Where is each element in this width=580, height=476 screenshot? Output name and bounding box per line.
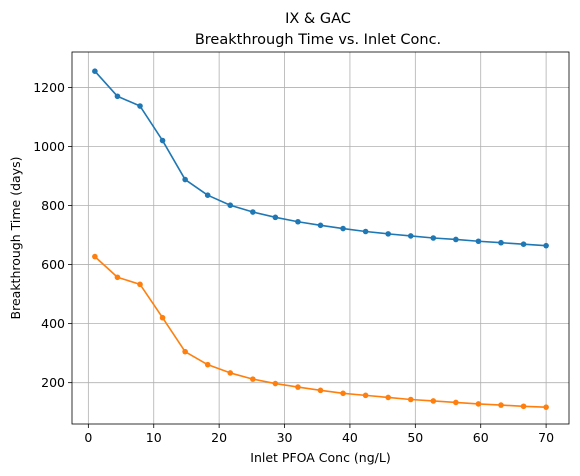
data-point [250, 376, 256, 382]
x-tick-label: 10 [146, 430, 162, 445]
data-point [92, 68, 98, 74]
data-point [362, 392, 369, 399]
data-point [543, 242, 549, 249]
data-point [317, 387, 324, 394]
data-point [114, 274, 121, 281]
series-1 [92, 68, 549, 249]
y-tick-label: 1200 [33, 80, 65, 95]
y-tick-label: 600 [41, 257, 65, 272]
x-tick-label: 0 [84, 430, 92, 445]
data-point [340, 390, 346, 397]
data-point [204, 361, 211, 368]
axis-ticks: 0 10 20 30 40 50 60 70 200 400 600 800 1000 1200 [33, 80, 554, 445]
y-tick-label: 1000 [33, 139, 65, 154]
data-point [182, 348, 188, 355]
data-point [475, 238, 482, 245]
data-point [227, 370, 234, 376]
x-tick-label: 70 [538, 430, 554, 445]
x-axis-label: Inlet PFOA Conc (ng/L) [250, 450, 390, 465]
data-point [498, 402, 504, 408]
data-point [362, 228, 369, 235]
data-point [453, 236, 459, 243]
data-point [385, 231, 391, 237]
data-point [498, 239, 504, 246]
data-point [204, 192, 211, 198]
chart-subtitle: Breakthrough Time vs. Inlet Conc. [195, 32, 441, 48]
data-point [114, 93, 121, 100]
data-point [407, 396, 414, 403]
series-line [94, 70, 547, 247]
data-point [317, 222, 324, 229]
data-point [159, 314, 166, 321]
data-point [182, 176, 188, 183]
data-point [520, 241, 527, 247]
data-point [159, 137, 166, 144]
y-tick-label: 200 [41, 375, 65, 390]
data-point [430, 398, 437, 404]
x-tick-label: 40 [342, 430, 358, 445]
data-point [137, 103, 143, 109]
series-line [94, 256, 547, 408]
y-tick-label: 400 [41, 316, 65, 331]
data-point [430, 235, 437, 241]
data-point [227, 202, 234, 209]
data-point [295, 384, 301, 390]
y-axis-label: Breakthrough Time (days) [8, 157, 23, 320]
data-point [340, 225, 346, 232]
data-point [250, 209, 256, 215]
data-point [385, 394, 391, 401]
data-point [520, 403, 527, 410]
x-tick-label: 20 [211, 430, 227, 445]
data-point [92, 253, 98, 260]
plot-frame [71, 51, 570, 425]
data-point [272, 380, 279, 387]
x-tick-label: 50 [407, 430, 423, 445]
series-layer [92, 68, 549, 410]
data-point [453, 399, 459, 406]
data-point [407, 233, 414, 239]
chart-title: IX & GAC [285, 11, 351, 27]
grid [72, 52, 569, 424]
x-tick-label: 60 [473, 430, 489, 445]
x-tick-label: 30 [277, 430, 293, 445]
data-point [543, 404, 549, 410]
series-2 [92, 253, 549, 410]
data-point [295, 218, 301, 225]
data-point [475, 401, 482, 407]
data-point [137, 281, 143, 288]
data-point [272, 214, 279, 221]
y-tick-label: 800 [41, 198, 65, 213]
